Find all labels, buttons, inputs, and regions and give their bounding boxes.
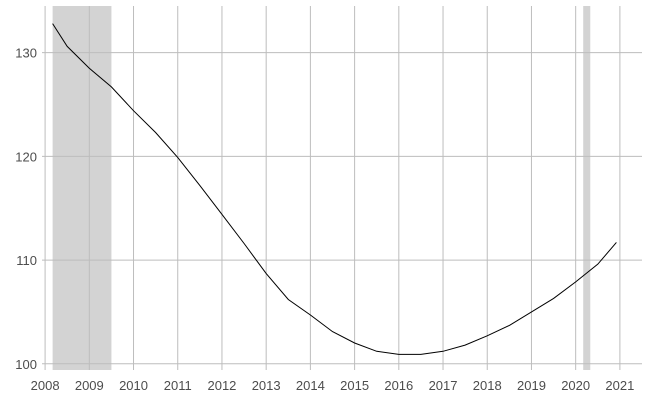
x-tick-label-2011: 2011 [164,378,192,393]
y-tick-label-110: 110 [16,253,37,268]
x-tick-label-2014: 2014 [296,378,325,393]
y-tick-label-100: 100 [15,357,37,372]
x-tick-label-2012: 2012 [207,378,236,393]
x-tick-label-2009: 2009 [75,378,104,393]
shaded-periods [52,6,591,370]
gridlines [42,6,642,370]
y-tick-label-120: 120 [15,149,37,164]
x-axis-tick-labels: 2008 2009 2010 2011 2012 2013 2014 2015 2016 2017… [31,378,635,393]
x-tick-label-2019: 2019 [517,378,546,393]
y-axis-tick-labels: 100 110 120 130 [15,46,37,372]
x-tick-label-2018: 2018 [473,378,502,393]
x-tick-label-2008: 2008 [31,378,60,393]
shaded-period-0 [52,6,112,370]
x-tick-label-2015: 2015 [340,378,369,393]
x-tick-label-2016: 2016 [384,378,413,393]
y-tick-label-130: 130 [15,46,37,61]
x-tick-label-2020: 2020 [561,378,590,393]
x-tick-label-2010: 2010 [119,378,148,393]
shaded-period-1 [583,6,591,370]
series-line-0 [52,23,617,355]
series-lines [52,23,617,355]
x-tick-label-2021: 2021 [605,378,634,393]
x-tick-label-2017: 2017 [429,378,458,393]
x-tick-label-2013: 2013 [252,378,281,393]
